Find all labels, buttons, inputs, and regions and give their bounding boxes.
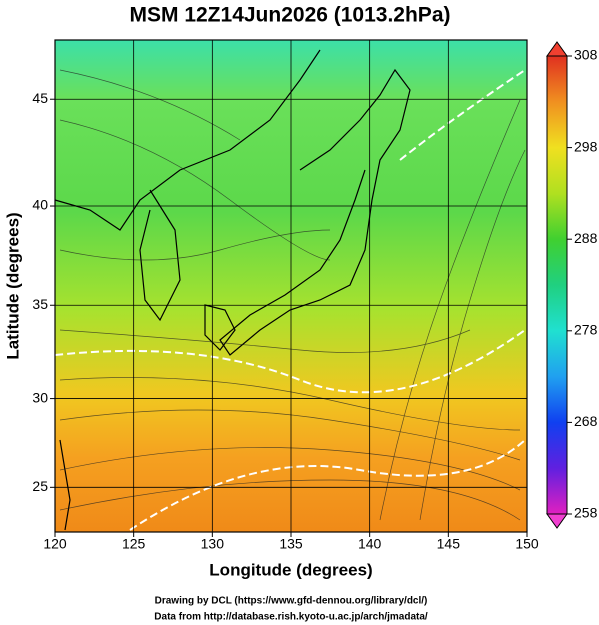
x-tick-label: 145 <box>437 536 461 552</box>
coastlines <box>54 49 411 531</box>
colorbar-tick-label: 268 <box>574 413 598 429</box>
credit: Data from http://database.rish.kyoto-u.a… <box>154 612 428 623</box>
credit: Drawing by DCL (https://www.gfd-dennou.o… <box>155 596 428 607</box>
y-tick-label: 45 <box>32 90 48 106</box>
colorbar-min-cap <box>546 513 568 529</box>
colorbar-tick-label: 288 <box>574 230 598 246</box>
x-tick-label: 140 <box>358 536 382 552</box>
colorbar <box>546 55 568 515</box>
x-tick-label: 135 <box>279 536 303 552</box>
isobars <box>54 69 526 531</box>
colorbar-max-cap <box>546 41 568 57</box>
colorbar-tick-label: 278 <box>574 322 598 338</box>
colorbar-tick-label: 298 <box>574 138 598 154</box>
x-tick-label: 125 <box>122 536 146 552</box>
streamlines <box>59 69 526 521</box>
x-tick-label: 150 <box>515 536 539 552</box>
y-tick-label: 25 <box>32 478 48 494</box>
x-tick-label: 120 <box>43 536 67 552</box>
x-tick-label: 130 <box>201 536 225 552</box>
x-axis-label: Longitude (degrees) <box>209 560 372 579</box>
y-tick-label: 35 <box>32 296 48 312</box>
colorbar-tick-label: 308 <box>574 47 598 63</box>
y-tick-label: 40 <box>32 197 48 213</box>
colorbar-tick-label: 258 <box>574 505 598 521</box>
grid <box>54 40 528 532</box>
y-tick-label: 30 <box>32 389 48 405</box>
y-axis-label: Latitude (degrees) <box>3 212 22 359</box>
title: MSM 12Z14Jun2026 (1013.2hPa) <box>130 4 451 27</box>
